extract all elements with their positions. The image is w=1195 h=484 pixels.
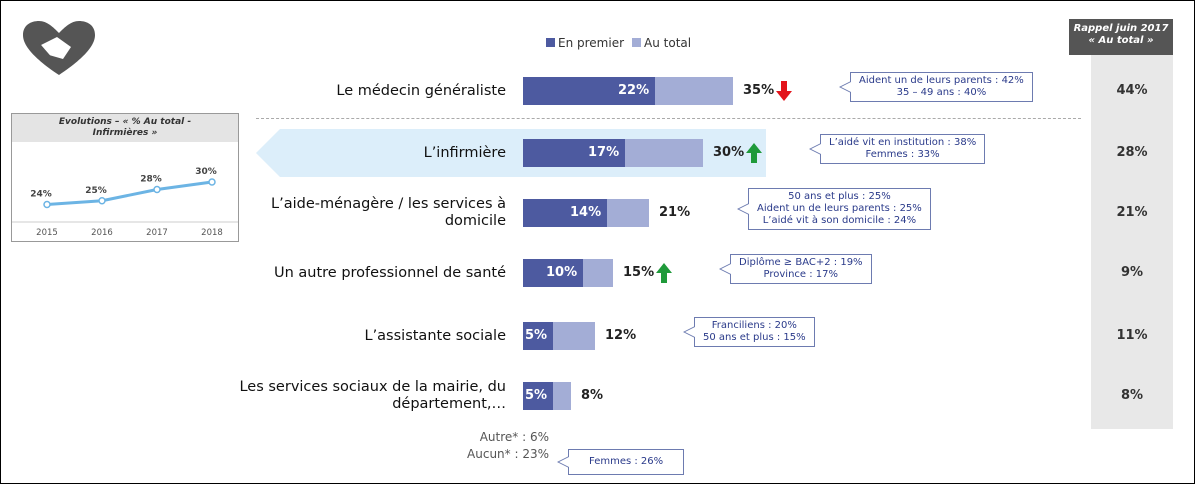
callout: L’aidé vit en institution : 38% Femmes : … bbox=[808, 134, 986, 164]
category-label: L’aide-ménagère / les services à domicil… bbox=[271, 196, 506, 229]
legend-swatch bbox=[632, 38, 642, 47]
inset-title: Evolutions – « % Au total - Infirmières … bbox=[12, 114, 238, 142]
recall-value: 44% bbox=[1116, 83, 1148, 98]
legend-item: En premier bbox=[546, 36, 624, 50]
category-label: L’assistante sociale bbox=[364, 327, 506, 344]
trend-arrow bbox=[776, 81, 792, 101]
callout-line: Franciliens : 20% bbox=[711, 320, 797, 331]
recall-value: 28% bbox=[1116, 145, 1148, 160]
legend-label: En premier bbox=[558, 36, 625, 50]
legend-swatch bbox=[546, 38, 555, 47]
bar-value-label: 10% bbox=[546, 265, 578, 280]
point bbox=[153, 185, 161, 194]
total-value-label: 15% bbox=[623, 265, 655, 280]
total-value-label: 12% bbox=[605, 328, 637, 343]
point bbox=[43, 200, 51, 209]
callout: Franciliens : 20% 50 ans et plus : 15% bbox=[683, 317, 815, 347]
footer: Autre* : 6% Aucun* : 23% bbox=[401, 429, 549, 463]
total-value-label: 21% bbox=[659, 205, 691, 220]
x-tick-label: 2017 bbox=[146, 228, 168, 238]
recall-value: 21% bbox=[1116, 205, 1148, 220]
bar bbox=[523, 259, 583, 287]
legend-label: Au total bbox=[644, 36, 692, 50]
trend-arrow bbox=[656, 263, 672, 283]
bar-value-label: 17% bbox=[588, 145, 620, 160]
legend: En premier Au total bbox=[546, 36, 699, 50]
point-label: 24% bbox=[30, 190, 52, 200]
bar bbox=[523, 382, 553, 410]
bar bbox=[523, 77, 655, 105]
inset-chart: 24% 2015 25% 2016 28% 2017 30% 2018 bbox=[12, 167, 238, 238]
callout-line: Femmes : 33% bbox=[865, 149, 940, 160]
callout-line: 50 ans et plus : 25% bbox=[788, 191, 891, 202]
total-value-label: 8% bbox=[581, 388, 604, 403]
callout-line: 50 ans et plus : 15% bbox=[703, 332, 806, 343]
bar-value-label: 22% bbox=[618, 83, 650, 98]
x-tick-label: 2015 bbox=[36, 228, 58, 238]
bar-value-label: 14% bbox=[570, 205, 602, 220]
separator bbox=[256, 118, 1081, 119]
x-tick-label: 2018 bbox=[201, 228, 223, 238]
trend-arrow bbox=[746, 143, 762, 163]
legend-item: Au total bbox=[632, 36, 691, 50]
recall-title: Rappel juin 2017 bbox=[1073, 23, 1169, 34]
callout-line: 35 – 49 ans : 40% bbox=[896, 87, 987, 98]
point-label: 28% bbox=[140, 175, 162, 185]
callout: Femmes : 26% bbox=[556, 449, 685, 475]
footer-line: Aucun* : 23% bbox=[467, 447, 549, 461]
bar bbox=[523, 322, 553, 350]
recall-column bbox=[1091, 19, 1173, 429]
logo bbox=[23, 21, 95, 75]
callout-line: Province : 17% bbox=[763, 269, 839, 280]
x-tick-label: 2016 bbox=[91, 228, 113, 238]
inset: Evolutions – « % Au total - Infirmières … bbox=[11, 113, 239, 242]
callout-line: L’aidé vit en institution : 38% bbox=[829, 137, 977, 148]
bar bbox=[523, 199, 607, 227]
total-value-label: 30% bbox=[713, 145, 745, 160]
point bbox=[98, 197, 106, 205]
category-label: Un autre professionnel de santé bbox=[273, 264, 506, 281]
point-label: 30% bbox=[195, 167, 217, 177]
callout: 50 ans et plus : 25% Aident un de leurs p… bbox=[737, 188, 931, 230]
callout-line: Aident un de leurs parents : 42% bbox=[859, 75, 1024, 86]
recall-value: 11% bbox=[1116, 328, 1148, 343]
point-label: 25% bbox=[85, 186, 107, 196]
bar-value-label: 5% bbox=[525, 388, 548, 403]
footer-line: Autre* : 6% bbox=[479, 430, 549, 444]
recall-value: 9% bbox=[1120, 265, 1144, 280]
bar-value-label: 5% bbox=[525, 328, 548, 343]
callout: Aident un de leurs parents : 42% 35 – 49 … bbox=[839, 72, 1033, 102]
line bbox=[46, 180, 213, 206]
callout: Diplôme ≥ BAC+2 : 19% Province : 17% bbox=[719, 254, 872, 284]
callout-line: Diplôme ≥ BAC+2 : 19% bbox=[739, 257, 863, 268]
category-label: Le médecin généraliste bbox=[336, 82, 506, 99]
category-label: L’infirmière bbox=[423, 144, 506, 161]
category-label: Les services sociaux de la mairie, du dé… bbox=[239, 379, 506, 412]
callout-line: L’aidé vit à son domicile : 24% bbox=[762, 215, 917, 226]
callout-line: Aident un de leurs parents : 25% bbox=[757, 203, 922, 214]
recall-header: Rappel juin 2017 « Au total » bbox=[1069, 19, 1173, 55]
recall-title: « Au total » bbox=[1088, 35, 1154, 46]
bar bbox=[523, 139, 625, 167]
point bbox=[208, 178, 216, 186]
total-value-label: 35% bbox=[743, 83, 775, 98]
recall-value: 8% bbox=[1120, 388, 1144, 403]
